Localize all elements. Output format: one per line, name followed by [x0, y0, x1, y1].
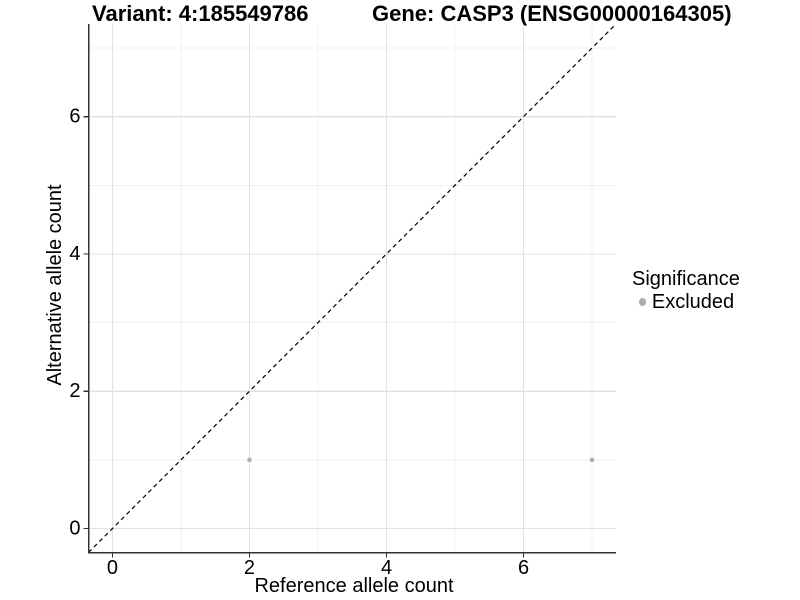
x-tick-label: 2	[244, 557, 255, 579]
legend-title: Significance	[632, 268, 740, 290]
legend: Significance Excluded	[632, 268, 740, 313]
y-tick-label: 4	[69, 243, 80, 265]
y-tick-label: 0	[69, 517, 80, 539]
y-axis-title: Alternative allele count	[44, 184, 66, 386]
y-tick-label: 6	[69, 106, 80, 128]
x-tick-label: 4	[381, 557, 392, 579]
identity-dashed-line	[88, 23, 617, 553]
gene-title: Gene: CASP3 (ENSG00000164305)	[372, 1, 732, 26]
data-point	[589, 457, 595, 463]
legend-item-label: Excluded	[651, 291, 735, 313]
data-point	[247, 457, 252, 463]
x-tick-label: 6	[518, 557, 529, 579]
y-tick-label: 2	[69, 380, 80, 402]
legend-item-excluded: Excluded	[632, 291, 740, 313]
excluded-point-icon	[639, 298, 647, 306]
x-axis-title: Reference allele count	[254, 575, 454, 597]
x-tick-label: 0	[107, 557, 118, 579]
variant-title: Variant: 4:185549786	[92, 1, 309, 26]
